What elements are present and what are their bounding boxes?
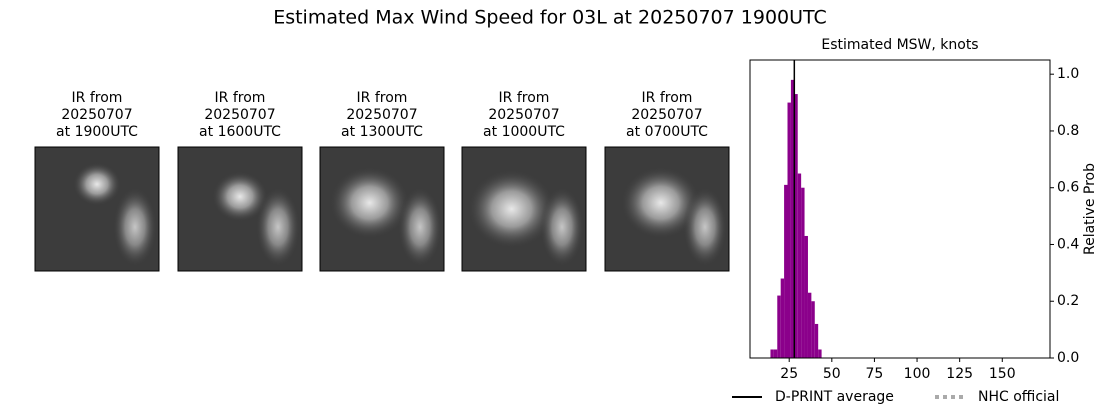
y-axis-label: Relative Prob bbox=[1082, 163, 1098, 255]
bar bbox=[784, 184, 788, 358]
panel-title: IR from bbox=[215, 90, 266, 106]
y-tick-label: 0.6 bbox=[1057, 180, 1079, 196]
x-tick-label: 125 bbox=[946, 366, 973, 382]
y-tick-label: 0.8 bbox=[1057, 123, 1079, 139]
y-tick-label: 1.0 bbox=[1057, 66, 1079, 82]
x-tick-label: 100 bbox=[904, 366, 931, 382]
bar bbox=[807, 292, 812, 358]
cloud bbox=[683, 187, 727, 267]
figure-title: Estimated Max Wind Speed for 03L at 2025… bbox=[273, 7, 827, 29]
panel-title: at 1000UTC bbox=[483, 124, 565, 140]
bar bbox=[801, 187, 805, 358]
bar bbox=[818, 349, 822, 358]
plot-frame bbox=[749, 59, 1051, 359]
panel-title: 20250707 bbox=[346, 107, 417, 123]
panel-title: 20250707 bbox=[488, 107, 559, 123]
bar bbox=[797, 173, 802, 358]
bar bbox=[780, 278, 785, 358]
cloud bbox=[467, 169, 556, 249]
bar bbox=[794, 94, 798, 359]
bar bbox=[790, 79, 795, 358]
cloud bbox=[212, 171, 268, 222]
panel-title: at 1300UTC bbox=[341, 124, 423, 140]
bar bbox=[811, 301, 815, 358]
panel-title: 20250707 bbox=[204, 107, 275, 123]
cloud bbox=[329, 166, 410, 239]
legend-label: NHC official bbox=[978, 389, 1059, 405]
panel-title: 20250707 bbox=[631, 107, 702, 123]
y-tick-label: 0.4 bbox=[1057, 236, 1079, 252]
x-tick-label: 25 bbox=[780, 366, 798, 382]
bar bbox=[770, 349, 774, 358]
x-tick-label: 75 bbox=[866, 366, 884, 382]
x-tick-label: 150 bbox=[989, 366, 1016, 382]
cloud bbox=[113, 187, 157, 267]
bar bbox=[777, 295, 781, 358]
panel-title: IR from bbox=[642, 90, 693, 106]
panel-title: 20250707 bbox=[61, 107, 132, 123]
legend-label: D-PRINT average bbox=[775, 389, 894, 405]
bar bbox=[814, 323, 819, 358]
x-tick-label: 50 bbox=[823, 366, 841, 382]
cloud bbox=[620, 166, 701, 239]
cloud bbox=[540, 187, 584, 267]
panel-title: at 0700UTC bbox=[626, 124, 708, 140]
panel-title: at 1900UTC bbox=[56, 124, 138, 140]
panel-title: IR from bbox=[357, 90, 408, 106]
cloud bbox=[398, 187, 442, 267]
panel-title: IR from bbox=[72, 90, 123, 106]
y-tick-label: 0.0 bbox=[1057, 350, 1079, 366]
bar bbox=[787, 102, 791, 358]
y-tick-label: 0.2 bbox=[1057, 293, 1079, 309]
bar bbox=[804, 235, 808, 358]
cloud bbox=[73, 162, 121, 206]
chart-title: Estimated MSW, knots bbox=[821, 37, 978, 53]
panel-title: at 1600UTC bbox=[199, 124, 281, 140]
panel-title: IR from bbox=[499, 90, 550, 106]
bar bbox=[773, 349, 778, 358]
cloud bbox=[256, 187, 300, 267]
